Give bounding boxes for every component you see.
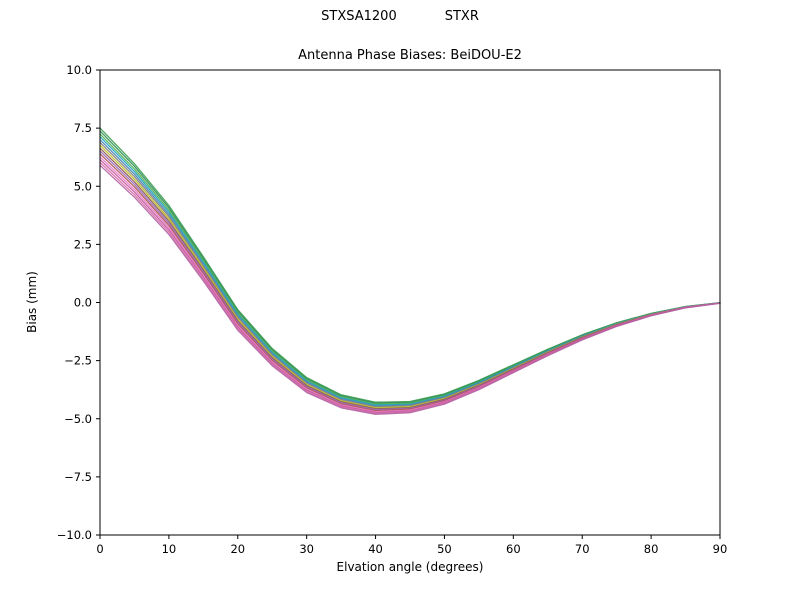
series-line-13	[99, 161, 721, 415]
series-line-09	[99, 150, 721, 411]
y-tick-label: 5.0	[74, 179, 92, 193]
axes-frame	[99, 69, 721, 536]
x-tick-label: 40	[368, 542, 383, 556]
series-line-04	[99, 136, 721, 406]
x-tick-label: 90	[713, 542, 728, 556]
y-tick-label: 0.0	[74, 296, 92, 310]
series-line-07	[99, 144, 721, 409]
series-line-06	[99, 141, 721, 408]
suptitle: STXSA1200 STXR	[0, 9, 800, 24]
x-tick-label: 0	[96, 542, 103, 556]
y-tick-label: −5.0	[64, 412, 92, 426]
x-axis-label: Elvation angle (degrees)	[336, 560, 484, 574]
x-tick-label: 80	[644, 542, 659, 556]
y-tick-label: −2.5	[64, 354, 92, 368]
series-line-05	[99, 139, 721, 407]
x-tick-label: 30	[299, 542, 314, 556]
y-tick-label: 7.5	[74, 121, 92, 135]
series-line-03	[99, 133, 721, 405]
x-tick-label: 60	[506, 542, 521, 556]
y-tick-label: 2.5	[74, 237, 92, 251]
x-tick-label: 50	[437, 542, 452, 556]
series-line-12	[99, 158, 721, 414]
y-tick-label: −7.5	[64, 470, 92, 484]
y-tick-label: −10.0	[57, 528, 92, 542]
suptitle-station: STXSA1200	[321, 9, 397, 24]
x-tick-label: 70	[575, 542, 590, 556]
x-tick-label: 20	[230, 542, 245, 556]
y-tick-label: 10.0	[66, 63, 92, 77]
axes-title: Antenna Phase Biases: BeiDOU-E2	[298, 48, 522, 63]
series-line-11	[99, 156, 721, 413]
x-tick-label: 10	[162, 542, 177, 556]
series-line-10	[99, 153, 721, 412]
series-line-14	[99, 164, 721, 415]
series-line-08	[99, 147, 721, 410]
suptitle-receiver: STXR	[444, 9, 479, 24]
